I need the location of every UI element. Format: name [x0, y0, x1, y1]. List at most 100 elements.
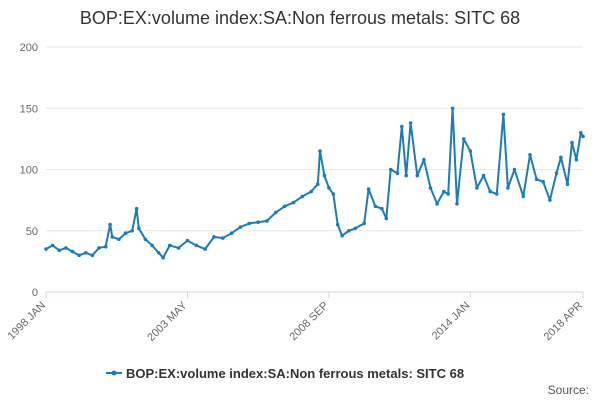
data-point[interactable] — [481, 173, 486, 178]
data-point[interactable] — [534, 177, 539, 182]
data-point[interactable] — [309, 189, 314, 194]
legend[interactable]: BOP:EX:volume index:SA:Non ferrous metal… — [106, 366, 464, 381]
x-tick-label: 2003 MAY — [145, 299, 190, 344]
data-point[interactable] — [512, 167, 517, 172]
data-point[interactable] — [185, 238, 190, 243]
data-point[interactable] — [541, 180, 545, 184]
data-point[interactable] — [380, 206, 384, 211]
data-point[interactable] — [212, 235, 216, 239]
data-point[interactable] — [117, 237, 121, 242]
data-point[interactable] — [450, 106, 455, 111]
data-point[interactable] — [70, 249, 75, 254]
data-point[interactable] — [435, 202, 439, 206]
x-tick-label: 2014 JAN — [430, 300, 473, 343]
data-point[interactable] — [229, 231, 234, 235]
data-point[interactable] — [428, 186, 433, 190]
y-tick-label: 150 — [20, 103, 38, 115]
data-point[interactable] — [44, 247, 48, 251]
y-axis-tick-labels: 0 50 100 150 200 — [20, 42, 38, 299]
data-point[interactable] — [400, 124, 404, 129]
data-point[interactable] — [353, 226, 358, 231]
data-point[interactable] — [318, 149, 322, 153]
data-point[interactable] — [327, 186, 331, 190]
data-point[interactable] — [554, 171, 559, 175]
data-point[interactable] — [340, 233, 344, 238]
data-point[interactable] — [84, 251, 88, 255]
data-point[interactable] — [461, 137, 466, 141]
data-point[interactable] — [77, 253, 81, 258]
data-point[interactable] — [110, 235, 115, 239]
data-point[interactable] — [404, 173, 409, 178]
x-axis-ticks: 1998 JAN 2003 MAY 2008 SEP 2014 JAN 2018 APR — [5, 292, 585, 344]
data-point[interactable] — [362, 221, 367, 226]
data-point[interactable] — [501, 112, 506, 117]
data-point[interactable] — [247, 221, 252, 226]
data-point[interactable] — [373, 204, 378, 209]
data-point[interactable] — [130, 229, 134, 233]
data-point[interactable] — [265, 219, 269, 223]
data-point[interactable] — [388, 167, 393, 172]
data-point[interactable] — [422, 157, 426, 162]
data-point[interactable] — [475, 186, 479, 190]
data-point[interactable] — [559, 155, 563, 160]
data-point[interactable] — [528, 153, 532, 157]
data-point[interactable] — [300, 194, 305, 199]
data-point[interactable] — [468, 149, 473, 153]
data-point[interactable] — [64, 246, 68, 250]
data-point[interactable] — [137, 226, 141, 231]
data-point[interactable] — [395, 171, 400, 175]
data-point[interactable] — [446, 192, 451, 196]
data-point[interactable] — [415, 173, 420, 178]
data-point[interactable] — [108, 222, 112, 227]
data-point[interactable] — [256, 220, 260, 224]
data-point[interactable] — [579, 131, 583, 135]
data-point[interactable] — [176, 246, 181, 250]
data-point[interactable] — [90, 253, 95, 258]
source-label: Source: — [548, 383, 589, 397]
series-line — [45, 107, 584, 259]
data-point[interactable] — [156, 251, 161, 255]
chart-title: BOP:EX:volume index:SA:Non ferrous metal… — [80, 8, 520, 28]
data-point[interactable] — [161, 255, 165, 260]
data-point[interactable] — [322, 173, 327, 178]
data-point[interactable] — [548, 198, 552, 202]
data-point[interactable] — [331, 192, 336, 196]
data-point[interactable] — [574, 157, 579, 162]
data-point[interactable] — [291, 200, 296, 205]
data-point[interactable] — [581, 134, 585, 139]
data-point[interactable] — [335, 222, 340, 227]
data-point[interactable] — [221, 236, 225, 240]
data-point[interactable] — [274, 210, 278, 215]
data-point[interactable] — [570, 140, 574, 145]
data-point[interactable] — [103, 244, 108, 249]
data-point[interactable] — [565, 182, 570, 186]
data-point[interactable] — [194, 243, 199, 248]
data-point[interactable] — [506, 186, 510, 190]
data-point[interactable] — [57, 248, 62, 253]
data-point[interactable] — [521, 194, 526, 199]
data-point[interactable] — [50, 243, 55, 248]
data-point[interactable] — [347, 229, 351, 233]
legend-label[interactable]: BOP:EX:volume index:SA:Non ferrous metal… — [126, 366, 464, 381]
data-point[interactable] — [384, 216, 389, 221]
data-point[interactable] — [238, 225, 243, 229]
data-point[interactable] — [455, 202, 459, 206]
data-point[interactable] — [442, 189, 446, 194]
y-tick-label: 0 — [32, 287, 38, 299]
legend-dot-marker — [111, 370, 117, 376]
data-point[interactable] — [134, 206, 139, 211]
data-point[interactable] — [123, 231, 128, 235]
data-point[interactable] — [488, 189, 493, 194]
data-point[interactable] — [168, 243, 172, 248]
data-point[interactable] — [316, 182, 320, 186]
data-point[interactable] — [143, 237, 148, 242]
data-point[interactable] — [150, 243, 154, 248]
data-point[interactable] — [366, 187, 371, 191]
y-tick-label: 100 — [20, 165, 38, 177]
data-point[interactable] — [495, 192, 499, 196]
data-point[interactable] — [97, 246, 101, 250]
data-point[interactable] — [203, 247, 207, 251]
data-point[interactable] — [282, 204, 287, 209]
data-point[interactable] — [408, 121, 413, 125]
